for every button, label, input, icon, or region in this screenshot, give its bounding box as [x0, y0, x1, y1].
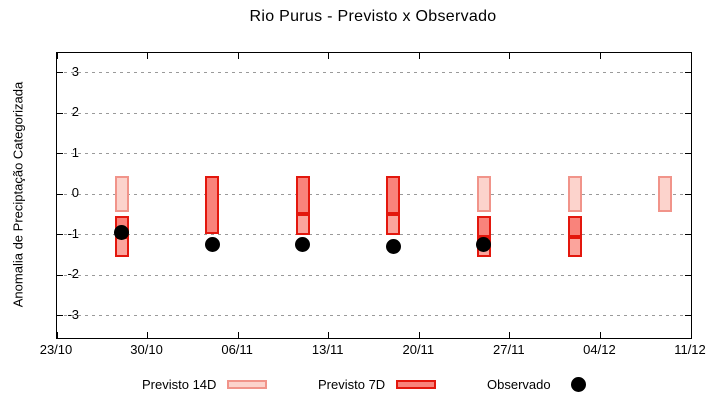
- x-tick-label: 04/12: [583, 342, 616, 357]
- y-tick-label: 3: [71, 63, 79, 79]
- x-tick-mark: [237, 53, 239, 59]
- legend-label: Previsto 14D: [142, 376, 217, 392]
- x-tick-mark: [147, 332, 149, 338]
- forecast-bar-segment: [114, 175, 129, 213]
- y-tick-mark: [57, 315, 63, 316]
- x-tick-mark: [690, 53, 692, 59]
- x-tick-label: 27/11: [493, 342, 525, 357]
- previsto-14d-swatch-icon: [227, 379, 268, 389]
- chart-title: Rio Purus - Previsto x Observado: [249, 8, 497, 25]
- legend-item-observado: Observado: [487, 374, 586, 394]
- legend: Previsto 14D Previsto 7D Observado: [0, 374, 720, 394]
- y-tick-label: 2: [71, 104, 79, 119]
- forecast-bar-segment: [476, 216, 491, 237]
- forecast-bar-segment: [295, 214, 310, 235]
- observed-dot: [295, 237, 311, 253]
- y-tick-label: 0: [71, 185, 79, 200]
- y-tick-label: -2: [67, 266, 79, 281]
- x-tick-mark: [690, 332, 692, 338]
- x-tick-mark: [237, 332, 239, 338]
- y-tick-label: 1: [71, 144, 79, 160]
- legend-label: Previsto 7D: [318, 376, 386, 392]
- y-tick-mark: [57, 234, 63, 235]
- x-tick-mark: [599, 53, 601, 59]
- y-tick-mark: [57, 193, 63, 195]
- y-tick-mark: [685, 315, 691, 316]
- gridline: [57, 234, 691, 235]
- gridline: [57, 193, 691, 195]
- x-tick-label: 20/11: [402, 342, 435, 357]
- x-tick-mark: [509, 332, 511, 338]
- x-tick-mark: [56, 332, 58, 338]
- y-tick-mark: [685, 72, 691, 73]
- forecast-bar-segment: [567, 216, 582, 237]
- y-tick-mark: [685, 274, 691, 276]
- x-tick-mark: [147, 53, 149, 59]
- observed-dot: [385, 239, 401, 255]
- x-tick-mark: [418, 53, 420, 59]
- y-tick-label: -1: [67, 225, 79, 241]
- y-tick-mark: [685, 153, 691, 154]
- x-tick-label: 30/10: [130, 342, 163, 357]
- observed-dot: [476, 237, 492, 253]
- forecast-bar-segment: [295, 175, 310, 215]
- gridline: [57, 274, 691, 276]
- gridline: [57, 112, 691, 114]
- forecast-bar-segment: [205, 175, 220, 235]
- x-tick-mark: [418, 332, 420, 338]
- y-tick-mark: [685, 234, 691, 235]
- y-tick-mark: [57, 274, 63, 276]
- x-tick-label: 11/12: [674, 342, 706, 357]
- observado-dot-icon: [570, 376, 586, 392]
- gridline: [57, 315, 691, 316]
- previsto-7d-swatch-icon: [396, 379, 437, 389]
- plot-area: [56, 52, 692, 339]
- x-tick-mark: [599, 332, 601, 338]
- y-tick-mark: [685, 193, 691, 195]
- forecast-bar-segment: [476, 175, 491, 213]
- x-tick-mark: [328, 332, 330, 338]
- legend-item-previsto-14d: Previsto 14D: [142, 374, 268, 394]
- x-tick-mark: [328, 53, 330, 59]
- x-tick-label: 23/10: [39, 342, 73, 357]
- x-tick-mark: [56, 53, 58, 59]
- gridline: [57, 153, 691, 154]
- forecast-bar-segment: [386, 214, 401, 235]
- y-tick-mark: [685, 112, 691, 114]
- forecast-bar-segment: [567, 175, 582, 213]
- observed-dot: [114, 224, 130, 240]
- legend-label: Observado: [487, 376, 551, 392]
- y-tick-mark: [57, 112, 63, 114]
- legend-item-previsto-7d: Previsto 7D: [318, 374, 437, 394]
- x-tick-label: 13/11: [311, 342, 344, 357]
- x-tick-label: 06/11: [221, 342, 253, 357]
- forecast-bar-segment: [658, 175, 673, 213]
- x-tick-mark: [509, 53, 511, 59]
- gridline: [57, 72, 691, 73]
- forecast-bar-segment: [386, 175, 401, 215]
- y-axis-label: Anomalia de Preciptação Categorizada: [10, 81, 26, 308]
- y-tick-mark: [57, 153, 63, 154]
- observed-dot: [204, 237, 220, 253]
- forecast-bar-segment: [567, 236, 582, 257]
- y-tick-label: -3: [67, 306, 79, 322]
- y-tick-mark: [57, 72, 63, 73]
